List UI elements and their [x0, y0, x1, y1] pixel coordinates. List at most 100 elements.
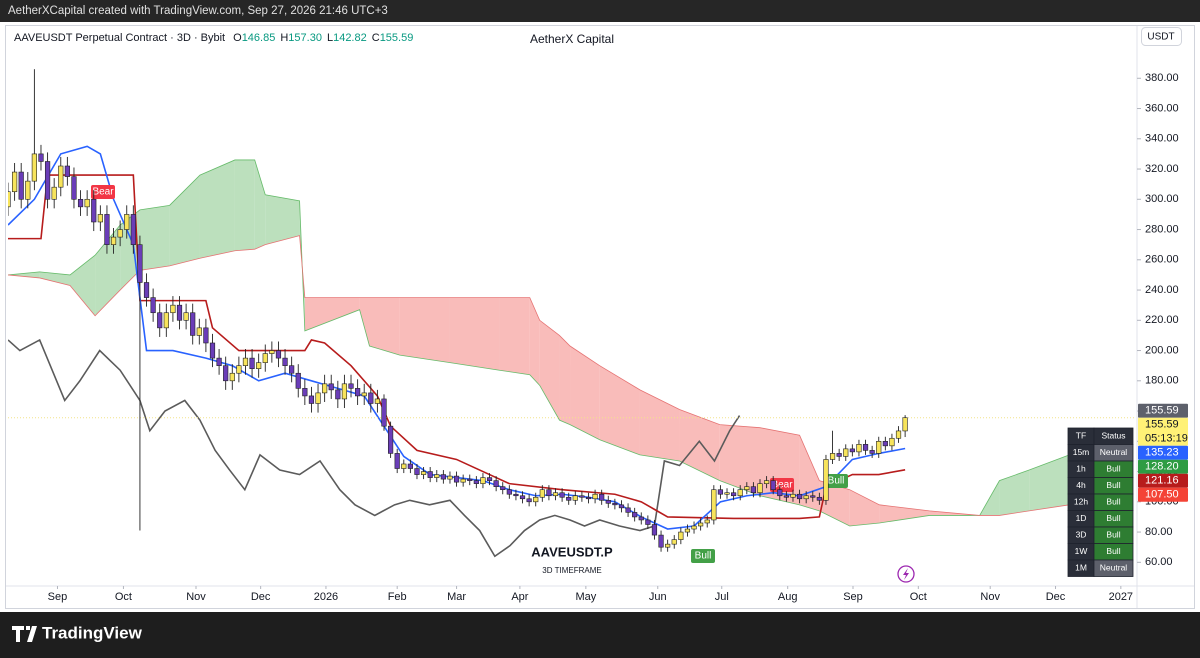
- x-tick-label: Dec: [1046, 591, 1066, 603]
- cloud-segment: [539, 320, 560, 421]
- candle-body: [229, 372, 235, 382]
- candle-body: [763, 480, 770, 484]
- table-cell-text: 12h: [1074, 497, 1088, 507]
- candle-body: [275, 350, 282, 359]
- candle-body: [183, 312, 189, 321]
- candle-body: [698, 522, 704, 527]
- cloud-segment: [304, 297, 360, 331]
- x-tick-label: Dec: [251, 591, 271, 603]
- candle-body: [836, 453, 842, 457]
- cloud-segment: [139, 205, 170, 271]
- table-cell-text: Bull: [1106, 513, 1120, 523]
- candle-body: [539, 489, 545, 498]
- candle-body: [882, 441, 888, 447]
- candle-body: [552, 492, 559, 497]
- price-label: 135.23: [1145, 447, 1179, 459]
- table-cell-text: 4h: [1076, 480, 1086, 490]
- x-tick-label: Mar: [447, 591, 466, 603]
- candle-body: [58, 165, 64, 188]
- candle-body: [176, 304, 183, 321]
- cloud-segment: [570, 346, 600, 440]
- candle-body: [869, 450, 875, 454]
- cloud-segment: [199, 159, 235, 259]
- candle-body: [157, 312, 163, 329]
- candle-body: [691, 525, 697, 530]
- x-tick-label: Oct: [910, 591, 927, 603]
- candle-body: [256, 362, 262, 369]
- y-tick-label: 300.00: [1145, 193, 1179, 205]
- cloud-segment: [559, 335, 571, 425]
- candle-body: [77, 198, 84, 208]
- cloud-segment: [679, 409, 720, 481]
- candle-body: [31, 153, 37, 182]
- y-tick-label: 220.00: [1145, 314, 1179, 326]
- table-cell-text: 1W: [1075, 546, 1088, 556]
- candle-body: [282, 357, 288, 366]
- candle-body: [856, 444, 862, 453]
- x-tick-label: Nov: [186, 591, 206, 603]
- candle-body: [8, 191, 11, 208]
- table-cell-text: Bull: [1106, 464, 1120, 474]
- signal-label: Bear: [771, 480, 793, 491]
- cloud-segment: [499, 297, 530, 375]
- y-tick-label: 360.00: [1145, 102, 1179, 114]
- candle-body: [467, 478, 473, 481]
- cloud-segment: [39, 271, 71, 286]
- cloud-segment: [1029, 454, 1070, 511]
- price-label: 121.16: [1145, 475, 1179, 487]
- candle-body: [612, 503, 618, 506]
- candle-body: [335, 389, 341, 400]
- candle-body: [18, 171, 24, 200]
- candle-body: [447, 475, 453, 480]
- cloud-segment: [799, 435, 820, 511]
- candle-body: [355, 388, 361, 397]
- candle-body: [51, 186, 57, 200]
- table-cell-text: 1D: [1076, 513, 1087, 523]
- candle-body: [163, 312, 169, 329]
- table-cell-text: Bull: [1106, 480, 1120, 490]
- candle-body: [717, 489, 724, 495]
- candle-body: [803, 495, 809, 500]
- x-tick-label: Jun: [649, 591, 667, 603]
- candle-body: [315, 392, 321, 404]
- candle-body: [394, 453, 400, 469]
- x-tick-label: Sep: [48, 591, 68, 603]
- indicator-line: [8, 174, 906, 520]
- candle-body: [823, 459, 829, 501]
- ohlc-value: 142.82: [333, 32, 367, 44]
- symbol: AAVEUSDT Perpetual Contract · 3D · Bybit: [14, 32, 225, 44]
- candle-body: [533, 496, 539, 503]
- cloud-edge: [8, 159, 1070, 527]
- x-tick-label: May: [575, 591, 596, 603]
- signal-label-box: [770, 478, 794, 492]
- candle-body: [124, 214, 130, 230]
- cloud-segment: [719, 424, 760, 496]
- cloud-segment: [359, 297, 370, 347]
- candle-body: [876, 441, 882, 454]
- candle-body: [566, 496, 572, 501]
- y-tick-label: 180.00: [1145, 375, 1179, 387]
- candle-body: [130, 214, 136, 245]
- candle-body: [216, 357, 222, 366]
- brand-logo: [12, 626, 37, 642]
- candle-body: [777, 489, 783, 497]
- candle-body: [38, 153, 44, 162]
- y-tick-label: 260.00: [1145, 254, 1179, 266]
- candle-body: [223, 365, 229, 382]
- candle-body: [242, 357, 249, 366]
- table-cell: [1093, 559, 1134, 577]
- event-icon[interactable]: [897, 565, 915, 583]
- candle-body: [757, 483, 763, 494]
- currency[interactable]: USDT: [1147, 32, 1174, 43]
- candle-body: [783, 495, 789, 498]
- candle-body: [25, 180, 31, 200]
- candle-body: [381, 398, 387, 427]
- candle-body: [724, 492, 730, 495]
- candle-body: [427, 471, 433, 478]
- chart-title: AetherX Capital: [530, 32, 614, 46]
- y-tick-label: 240.00: [1145, 284, 1179, 296]
- candle-body: [895, 430, 902, 439]
- currency-button[interactable]: [1141, 27, 1182, 46]
- table-cell-text: Neutral: [1100, 563, 1128, 573]
- candle-body: [328, 383, 334, 391]
